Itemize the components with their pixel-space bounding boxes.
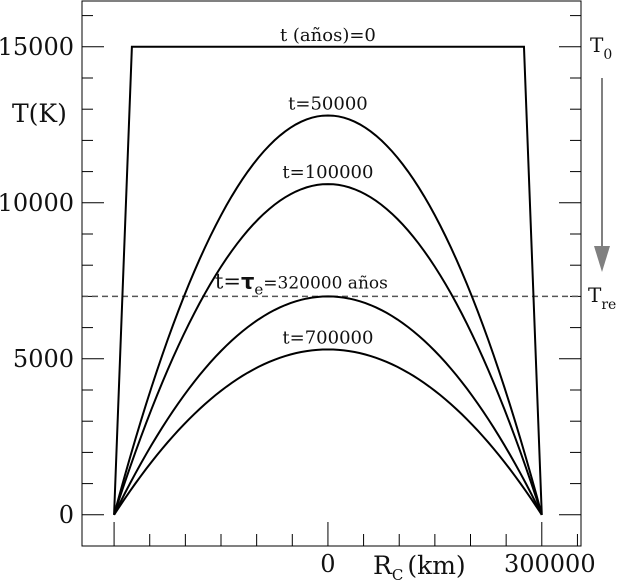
x-axis-label: RC (km)	[373, 551, 466, 582]
series-line-0	[113, 45, 543, 515]
series-line-4	[113, 348, 543, 516]
series-labels: t (años)=0 t=50000 t=100000 t=τe=320000 año…	[215, 25, 388, 349]
series-label-4: t=700000	[282, 327, 373, 348]
x-tick-label: 300000	[504, 550, 596, 578]
series-line-2	[113, 183, 543, 516]
y-tick-label: 15000	[0, 33, 74, 61]
y-tick-label: 10000	[0, 189, 74, 217]
y-tick-label: 0	[59, 501, 74, 529]
series-label-0: t (años)=0	[280, 25, 376, 46]
y-tick-labels: 0 5000 10000 15000	[0, 33, 74, 529]
series-label-2: t=100000	[282, 162, 373, 183]
series-label-3: t=τe=320000 años	[215, 269, 388, 298]
series-line-1	[113, 114, 543, 516]
series-label-1: t=50000	[288, 93, 368, 114]
reference-line-label: Tre	[588, 283, 616, 313]
x-tick-labels: 0 300000	[320, 550, 595, 578]
cooling-arrow	[594, 78, 610, 272]
plot-frame	[81, 0, 582, 547]
series-curves	[113, 45, 543, 516]
y-tick-label: 5000	[13, 345, 74, 373]
axis-ticks	[82, 15, 581, 546]
series-line-3	[113, 295, 543, 516]
x-tick-label: 0	[320, 550, 335, 578]
y-axis-label: T(K)	[12, 99, 67, 128]
start-marker-label: T0	[590, 33, 612, 63]
